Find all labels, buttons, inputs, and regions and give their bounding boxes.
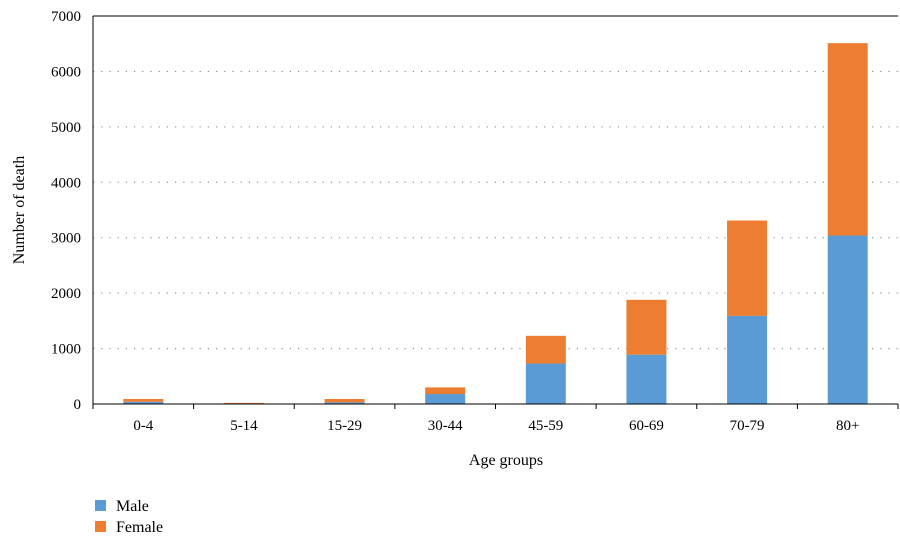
legend-label-male: Male: [116, 498, 149, 515]
x-tick-label-70-79: 70-79: [730, 418, 765, 434]
gridlines: [93, 70, 898, 350]
axes: [92, 15, 899, 409]
x-axis-title: Age groups: [469, 452, 543, 469]
bar-female-60-69: [626, 299, 667, 355]
y-tick-label-1000: 1000: [51, 342, 81, 358]
legend-label-female: Female: [116, 519, 163, 536]
y-tick-label-4000: 4000: [51, 175, 81, 191]
x-tick-label-80+: 80+: [836, 418, 859, 434]
x-tick-label-30-44: 30-44: [428, 418, 463, 434]
bar-female-0-4: [123, 399, 164, 402]
y-tick-label-0: 0: [74, 397, 82, 413]
bar-female-45-59: [525, 335, 566, 364]
x-tick-label-0-4: 0-4: [133, 418, 153, 434]
bar-female-5-14: [223, 402, 264, 404]
y-axis-tick-labels: 0 1000 2000 3000 4000 5000 6000 7000: [51, 9, 81, 413]
bar-male-60-69: [626, 354, 667, 404]
x-tick-label-45-59: 45-59: [528, 418, 563, 434]
bar-female-30-44: [425, 387, 466, 395]
bar-male-70-79: [727, 315, 768, 404]
legend-swatch-female: [95, 521, 106, 532]
x-tick-label-5-14: 5-14: [230, 418, 258, 434]
y-tick-label-2000: 2000: [51, 286, 81, 302]
x-axis-tick-labels: 0-4 5-14 15-29 30-44 45-59 60-69 70-79 80+: [133, 418, 859, 434]
x-tick-label-60-69: 60-69: [629, 418, 664, 434]
bar-male-0-4: [123, 401, 164, 404]
y-tick-label-3000: 3000: [51, 231, 81, 247]
y-axis-title: Number of death: [11, 156, 28, 264]
bar-male-80+: [827, 235, 868, 404]
bar-male-15-29: [324, 402, 365, 404]
legend: Male Female: [95, 498, 163, 536]
bar-female-80+: [827, 43, 868, 236]
bar-series: [123, 43, 868, 404]
x-tick-label-15-29: 15-29: [327, 418, 362, 434]
bar-female-15-29: [324, 399, 365, 403]
bar-male-30-44: [425, 394, 466, 404]
y-tick-label-5000: 5000: [51, 120, 81, 136]
y-tick-label-6000: 6000: [51, 64, 81, 80]
bar-male-45-59: [525, 363, 566, 404]
bar-female-70-79: [727, 220, 768, 316]
y-tick-label-7000: 7000: [51, 9, 81, 25]
legend-swatch-male: [95, 500, 106, 511]
